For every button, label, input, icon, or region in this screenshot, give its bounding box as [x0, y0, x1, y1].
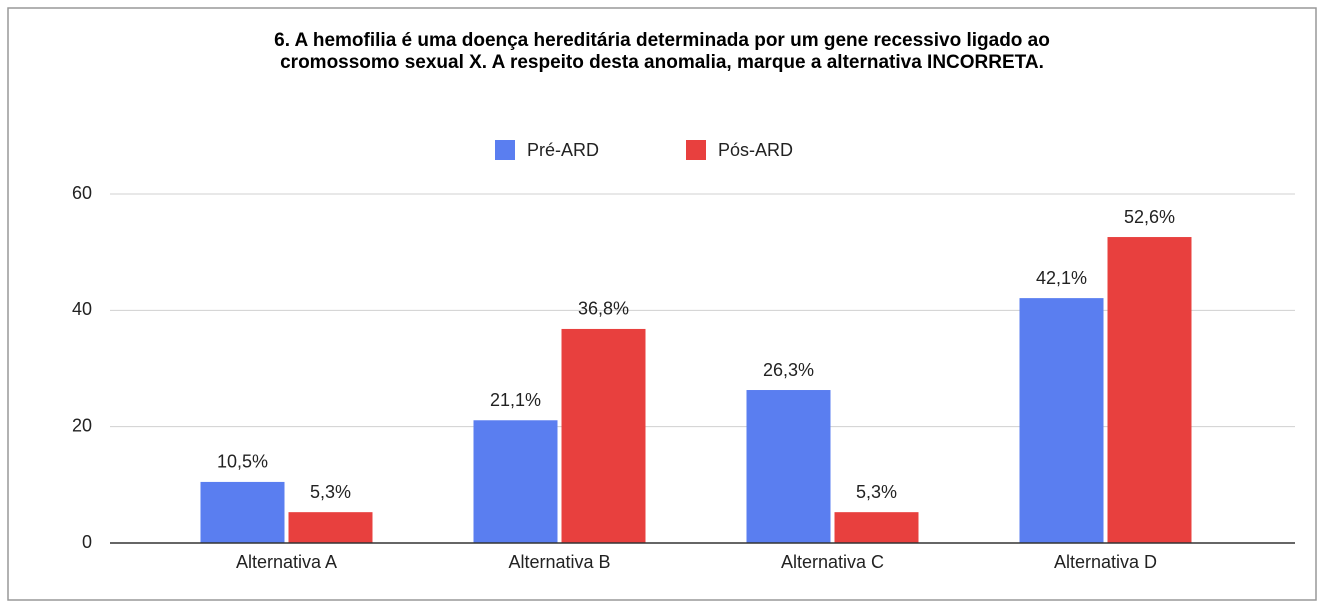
legend-label: Pós-ARD: [718, 140, 793, 160]
value-label: 5,3%: [310, 482, 351, 502]
x-tick-label: Alternativa B: [508, 552, 610, 572]
bar: [1019, 298, 1104, 543]
bar: [288, 512, 373, 543]
value-label: 26,3%: [763, 360, 814, 380]
bar: [200, 481, 285, 543]
y-tick-label: 0: [82, 532, 92, 552]
y-tick-label: 40: [72, 299, 92, 319]
bar: [561, 328, 646, 543]
bar: [746, 390, 831, 543]
bar: [1107, 237, 1192, 543]
chart-title: cromossomo sexual X. A respeito desta an…: [280, 52, 1044, 73]
legend-swatch: [686, 140, 706, 160]
x-tick-label: Alternativa C: [781, 552, 884, 572]
y-tick-label: 60: [72, 183, 92, 203]
value-label: 21,1%: [490, 390, 541, 410]
x-tick-label: Alternativa A: [236, 552, 337, 572]
value-label: 10,5%: [217, 452, 268, 472]
x-tick-label: Alternativa D: [1054, 552, 1157, 572]
y-tick-label: 20: [72, 415, 92, 435]
value-label: 36,8%: [578, 299, 629, 319]
value-label: 52,6%: [1124, 207, 1175, 227]
chart-title: 6. A hemofilia é uma doença hereditária …: [274, 30, 1050, 51]
value-label: 42,1%: [1036, 268, 1087, 288]
legend-swatch: [495, 140, 515, 160]
legend-label: Pré-ARD: [527, 140, 599, 160]
bar: [834, 512, 919, 543]
value-label: 5,3%: [856, 482, 897, 502]
bar: [473, 420, 558, 543]
